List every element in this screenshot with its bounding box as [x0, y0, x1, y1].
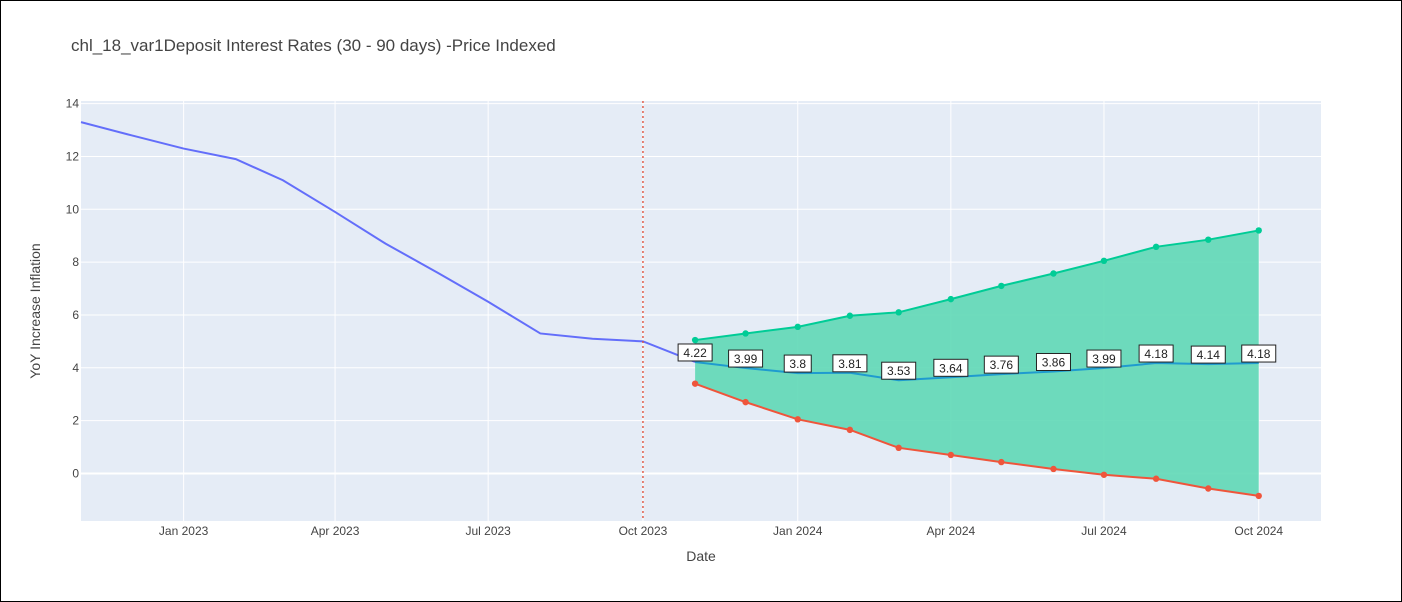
data-label-box — [832, 354, 868, 373]
data-label-box — [933, 358, 969, 377]
lower-bound-point — [846, 426, 854, 434]
confidence-band — [695, 230, 1259, 496]
data-label-box — [1190, 345, 1226, 364]
data-label: 3.99 — [734, 352, 758, 366]
data-label: 4.18 — [1144, 347, 1168, 361]
lower-bound-point — [1152, 475, 1160, 482]
upper-bound-point — [846, 312, 854, 319]
lower-bound-point — [1050, 465, 1057, 473]
data-label-box — [1086, 349, 1122, 368]
lower-bound-point — [691, 380, 699, 387]
x-tick-label: Jul 2023 — [465, 524, 511, 538]
history-line — [80, 121, 696, 363]
upper-bound-point — [1205, 236, 1212, 243]
lower-bound-point — [794, 416, 801, 423]
upper-bound-point — [947, 295, 955, 303]
upper-bound-point — [1255, 227, 1262, 234]
confidence-band-area — [695, 230, 1259, 496]
data-label-box — [983, 355, 1019, 374]
data-label: 3.8 — [789, 357, 806, 371]
y-tick-label: 12 — [66, 149, 80, 163]
upper-bound-line — [694, 229, 1259, 342]
lower-bound-point — [1205, 485, 1212, 492]
y-tick-label: 8 — [72, 255, 79, 269]
data-label-box — [1035, 352, 1071, 371]
x-tick-label: Oct 2024 — [1234, 524, 1283, 538]
upper-bound-point — [1152, 243, 1160, 251]
x-tick-label: Jan 2023 — [159, 524, 209, 538]
data-label-box — [728, 349, 764, 368]
lower-bound-point — [742, 398, 749, 406]
data-label: 3.76 — [990, 358, 1014, 372]
y-tick-label: 4 — [72, 361, 79, 375]
upper-bound-point — [691, 336, 699, 344]
upper-bound-point — [895, 309, 902, 316]
x-tick-label: Apr 2024 — [926, 524, 975, 538]
upper-bound-point — [998, 282, 1005, 290]
lower-bound-point — [998, 458, 1005, 466]
lower-bound-point — [1255, 492, 1262, 500]
upper-bound-point — [1100, 257, 1108, 265]
y-axis-label: YoY Increase Inflation — [27, 243, 43, 378]
y-tick-label: 2 — [72, 414, 79, 428]
y-tick-label: 10 — [66, 202, 80, 216]
data-label: 3.99 — [1092, 352, 1116, 366]
x-tick-label: Oct 2023 — [619, 524, 668, 538]
y-tick-label: 6 — [72, 308, 79, 322]
x-tick-label: Jan 2024 — [773, 524, 823, 538]
data-label: 3.64 — [939, 361, 963, 375]
data-label: 3.86 — [1042, 355, 1066, 369]
data-label: 4.14 — [1197, 348, 1221, 362]
data-label-box — [1241, 344, 1277, 363]
lower-bound-point — [947, 451, 955, 459]
data-label: 4.18 — [1247, 347, 1271, 361]
data-label: 3.53 — [887, 364, 911, 378]
upper-bound-point — [1050, 270, 1057, 277]
data-label-box — [1138, 344, 1174, 363]
y-tick-label: 0 — [72, 466, 79, 480]
lower-bound-point — [895, 444, 902, 452]
data-label: 3.81 — [838, 357, 862, 371]
data-label-box — [881, 361, 917, 380]
data-label: 4.22 — [683, 346, 707, 360]
series-points — [691, 227, 1262, 500]
x-tick-labels: Jan 2023 Apr 2023 Jul 2023 Oct 2023 Jan 2024… — [159, 524, 1283, 538]
lower-bound-line — [694, 382, 1259, 497]
x-tick-label: Apr 2023 — [311, 524, 360, 538]
upper-bound-point — [794, 323, 801, 331]
y-tick-label: 14 — [66, 97, 80, 111]
data-label-box — [677, 343, 713, 362]
forecast-data-labels: 4.22 3.99 3.8 3.81 3.53 3.64 3.76 3.86 3.99 4.18 4… — [677, 343, 1277, 380]
lower-bound-point — [1100, 471, 1108, 478]
x-axis-label: Date — [686, 548, 716, 564]
y-tick-labels: 0 2 4 6 8 10 12 14 — [66, 97, 80, 481]
upper-bound-point — [742, 330, 749, 337]
chart-title: chl_18_var1Deposit Interest Rates (30 - … — [71, 36, 556, 55]
x-tick-label: Jul 2024 — [1081, 524, 1127, 538]
data-label-box — [783, 354, 812, 373]
